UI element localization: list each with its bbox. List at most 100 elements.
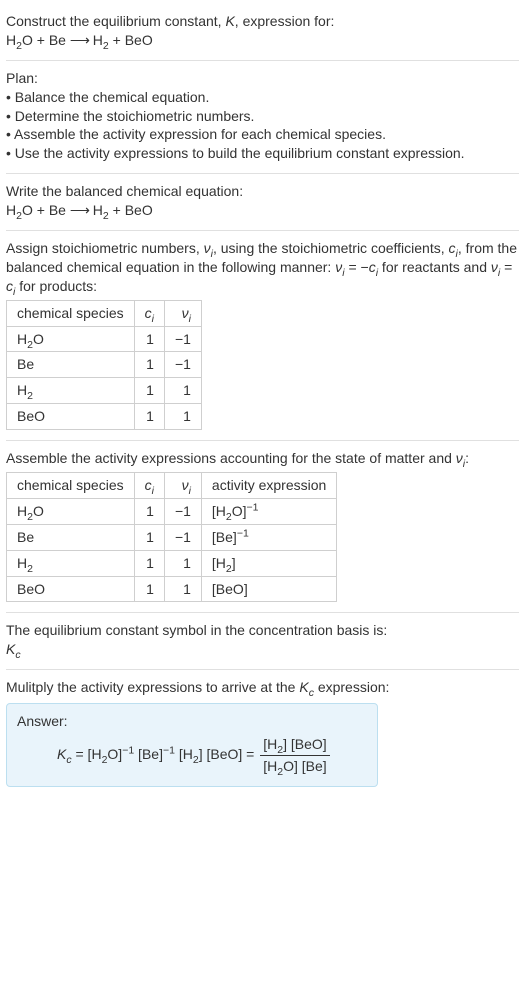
ae-pre: [BeO] [212,581,248,597]
eq2-v: ν [491,259,498,275]
cell-species: H2O [7,498,135,524]
cell-v: 1 [164,378,201,404]
intro-post: , expression for: [235,13,335,29]
cell-species: BeO [7,576,135,602]
cell-species: H2O [7,326,135,352]
th-vi: νi [164,300,201,326]
mult-b: expression: [314,679,389,695]
sp-a: BeO [17,581,45,597]
eq-r1b: + BeO [109,32,153,48]
cell-ae: [BeO] [201,576,336,602]
th-ae: activity expression [201,473,336,499]
th-vi-sym: ν [182,305,189,321]
th-ci-sym: c [145,477,152,493]
cell-c: 1 [134,378,164,404]
table-row: H2O 1 −1 [7,326,202,352]
ae-sup: −1 [237,527,249,539]
ans-cpart: [Be] [134,746,163,762]
cell-ae: [H2O]−1 [201,498,336,524]
cell-species: Be [7,352,135,378]
assign-section: Assign stoichiometric numbers, νi, using… [6,231,519,441]
intro-K: K [225,13,234,29]
kc-line: The equilibrium constant symbol in the c… [6,621,519,640]
cell-v: −1 [164,524,201,550]
intro-line: Construct the equilibrium constant, K, e… [6,12,519,31]
ans-e: ] [BeO] = [199,746,259,762]
th-ci-sym: c [145,305,152,321]
num-b: ] [BeO] [283,736,327,752]
table-row: BeO 1 1 [BeO] [7,576,337,602]
cell-v: −1 [164,498,201,524]
ans-csup: −1 [163,744,175,756]
table-row: BeO 1 1 [7,404,202,430]
cell-v: 1 [164,404,201,430]
sp-a: H [17,382,27,398]
answer-fraction: [H2] [BeO][H2O] [Be] [260,735,329,776]
mult-K: K [299,679,308,695]
plan-b1: • Balance the chemical equation. [6,88,519,107]
cell-c: 1 [134,550,164,576]
cell-ae: [H2] [201,550,336,576]
eq1-c: c [369,259,376,275]
th-ci: ci [134,473,164,499]
assign-v: ν [204,240,211,256]
ans-a: = [H [72,746,102,762]
kc-symbol-section: The equilibrium constant symbol in the c… [6,613,519,670]
cell-c: 1 [134,524,164,550]
cell-c: 1 [134,404,164,430]
mult-line: Mulitply the activity expressions to arr… [6,678,519,697]
table-row: H2 1 1 [7,378,202,404]
sp-b: O [33,331,44,347]
page: Construct the equilibrium constant, K, e… [0,0,525,805]
activity-section: Assemble the activity expressions accoun… [6,441,519,613]
assign-b: , using the stoichiometric coefficients, [213,240,449,256]
assign-a: Assign stoichiometric numbers, [6,240,204,256]
plan-b3: • Assemble the activity expression for e… [6,125,519,144]
sp-a: H [17,503,27,519]
table-header-row: chemical species ci νi activity expressi… [7,473,337,499]
balanced-equation: H2O + Be ⟶ H2 + BeO [6,201,519,220]
answer-equation: Kc = [H2O]−1 [Be]−1 [H2] [BeO] = [H2] [B… [17,735,367,776]
table-row: Be 1 −1 [Be]−1 [7,524,337,550]
th-vi-sub: i [189,485,191,497]
plan-b2: • Determine the stoichiometric numbers. [6,107,519,126]
cell-species: BeO [7,404,135,430]
ans-bsup: −1 [122,744,134,756]
intro-section: Construct the equilibrium constant, K, e… [6,4,519,61]
th-species: chemical species [7,473,135,499]
arrow-icon: ⟶ [70,32,89,48]
th-vi-sub: i [189,312,191,324]
act-v: ν [456,450,463,466]
plan-b4: • Use the activity expressions to build … [6,144,519,163]
sp-sub: 2 [27,390,33,402]
eq2-mid: = [500,259,512,275]
ans-K: K [57,746,66,762]
eq1-mid: = − [345,259,369,275]
den-a: [H [263,758,277,774]
sp-a: H [17,331,27,347]
intro-pre: Construct the equilibrium constant, [6,13,225,29]
cell-species: H2 [7,550,135,576]
beq-d: + BeO [109,202,153,218]
cell-v: 1 [164,550,201,576]
cell-ae: [Be]−1 [201,524,336,550]
ae-pre: [H [212,555,226,571]
ans-b: O] [107,746,122,762]
mult-a: Mulitply the activity expressions to arr… [6,679,299,695]
cell-species: Be [7,524,135,550]
eq2-c: c [6,278,13,294]
eq-r1: H [89,32,103,48]
num-a: [H [263,736,277,752]
table-row: H2 1 1 [H2] [7,550,337,576]
den-b: O] [Be] [283,758,327,774]
frac-den: [H2O] [Be] [260,755,329,776]
cell-c: 1 [134,498,164,524]
cell-c: 1 [134,326,164,352]
cell-c: 1 [134,576,164,602]
multiply-section: Mulitply the activity expressions to arr… [6,670,519,797]
arrow-icon: ⟶ [70,202,89,218]
th-ci-sub: i [152,312,154,324]
cell-v: 1 [164,576,201,602]
th-ci: ci [134,300,164,326]
ans-d: [H [175,746,193,762]
